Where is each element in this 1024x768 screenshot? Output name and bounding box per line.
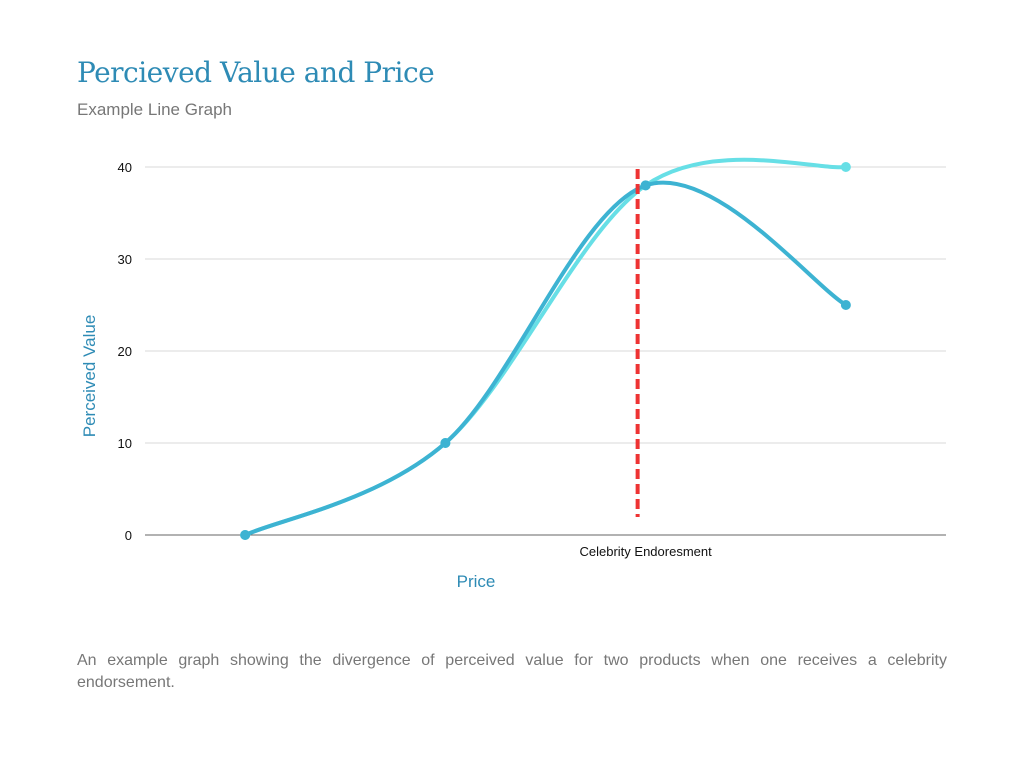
data-point bbox=[240, 530, 251, 540]
data-point bbox=[440, 438, 451, 448]
x-axis-label: Price bbox=[457, 572, 496, 591]
series-line-2 bbox=[243, 180, 848, 537]
series-line-1 bbox=[243, 157, 848, 537]
chart-title: Percieved Value and Price bbox=[77, 56, 435, 89]
y-tick-label: 40 bbox=[118, 160, 132, 175]
x-tick-label: Celebrity Endoresment bbox=[580, 544, 713, 559]
y-tick-label: 30 bbox=[118, 252, 132, 267]
data-point bbox=[840, 300, 851, 310]
chart-caption: An example graph showing the divergence … bbox=[77, 652, 947, 691]
y-tick-label: 0 bbox=[125, 528, 132, 543]
y-tick-label: 20 bbox=[118, 344, 132, 359]
chart-subtitle: Example Line Graph bbox=[77, 100, 232, 119]
data-point bbox=[840, 162, 851, 172]
data-point bbox=[640, 180, 651, 191]
y-tick-label: 10 bbox=[118, 436, 132, 451]
y-axis-label: Perceived Value bbox=[80, 315, 99, 438]
